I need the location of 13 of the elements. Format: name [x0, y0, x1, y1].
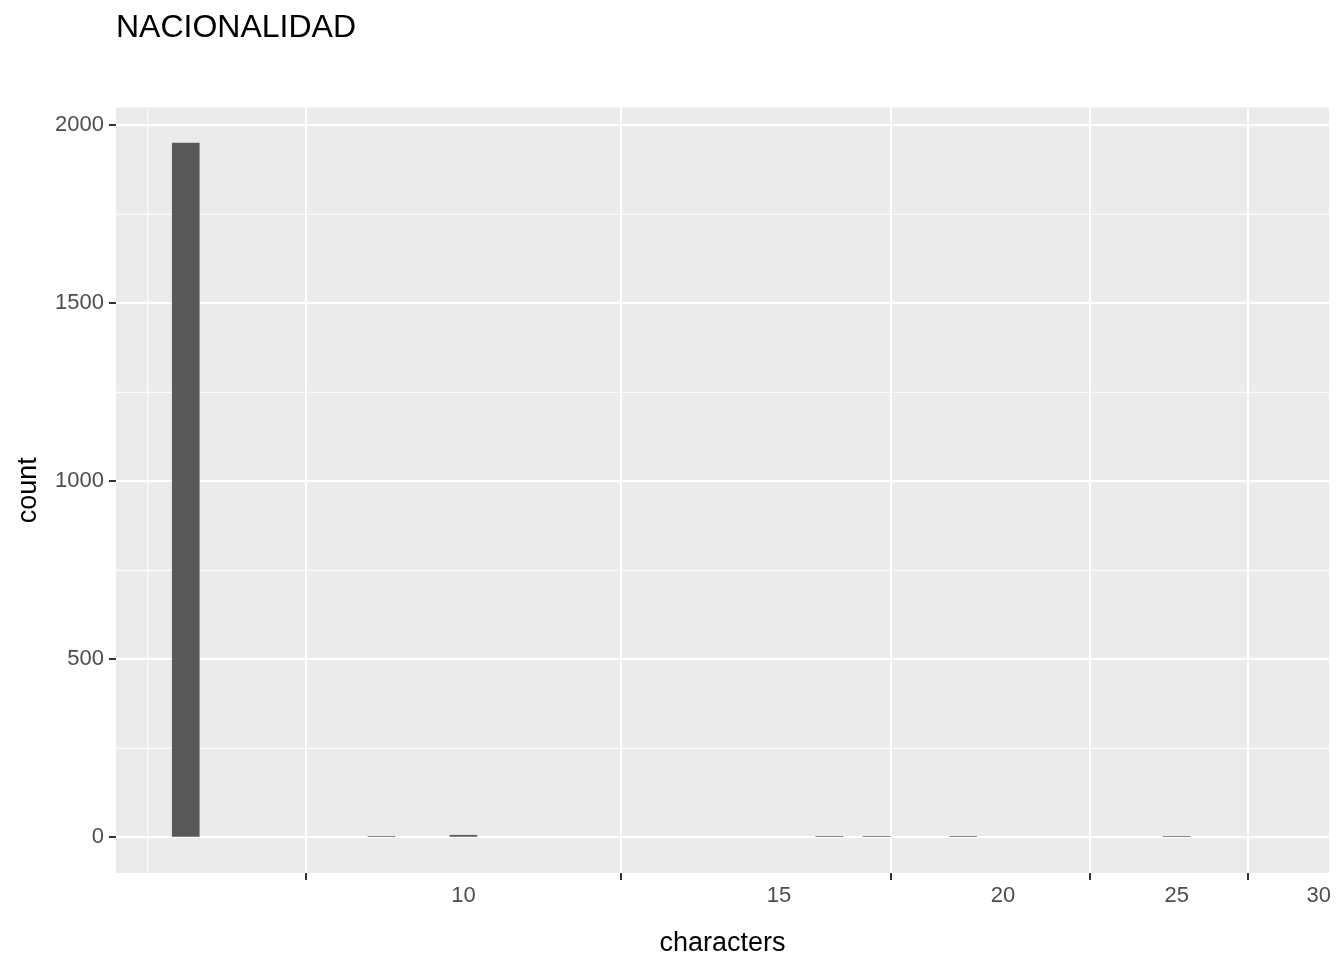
y-tick-label: 1500 — [55, 289, 104, 315]
y-tick-label: 1000 — [55, 467, 104, 493]
x-axis-title: characters — [659, 927, 786, 958]
y-axis-title: count — [11, 456, 42, 524]
y-tick-label: 0 — [91, 823, 104, 849]
x-tick-label: 10 — [451, 882, 476, 908]
x-tick-label: 20 — [990, 882, 1016, 908]
y-tick-label: 500 — [67, 645, 104, 671]
y-tick-label: 2000 — [55, 111, 104, 137]
x-tick-label: 15 — [766, 882, 792, 908]
chart-title: NACIONALIDAD — [116, 8, 357, 45]
x-tick-label: 30 — [1306, 882, 1331, 908]
x-tick-label: 25 — [1164, 882, 1189, 908]
